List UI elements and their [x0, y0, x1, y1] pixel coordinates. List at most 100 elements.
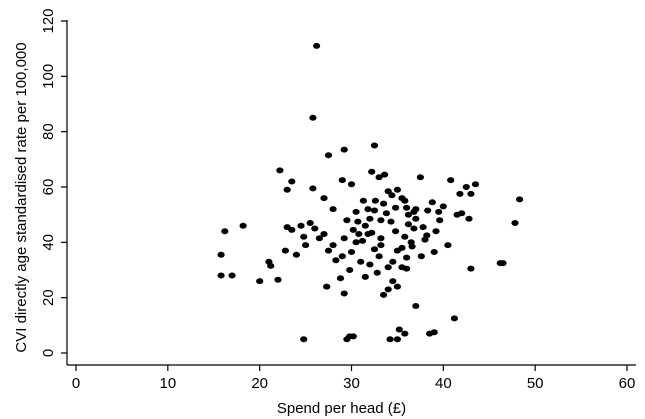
data-point — [499, 260, 507, 267]
data-point — [288, 178, 296, 185]
data-point — [387, 218, 395, 225]
data-point — [346, 267, 354, 273]
data-point — [453, 211, 461, 218]
data-point — [340, 146, 348, 153]
data-point — [416, 174, 424, 181]
data-point — [373, 269, 381, 276]
data-point — [439, 203, 447, 210]
x-tick-label: 20 — [251, 375, 268, 392]
data-point — [450, 315, 458, 322]
data-point — [393, 186, 401, 193]
data-point — [412, 303, 420, 309]
data-point — [401, 330, 409, 337]
y-axis-ticks: 0 20 40 60 80 100 120 — [40, 8, 67, 357]
data-point — [436, 217, 444, 224]
data-point — [239, 222, 247, 229]
data-point — [393, 283, 401, 290]
data-point — [403, 265, 411, 272]
data-point — [465, 215, 473, 222]
axes — [66, 20, 636, 366]
data-point — [281, 247, 289, 254]
data-point — [340, 290, 348, 297]
data-point — [311, 225, 319, 232]
data-point — [217, 251, 225, 258]
data-point — [276, 167, 284, 174]
data-point — [456, 190, 464, 197]
data-point — [386, 336, 394, 343]
data-point — [377, 235, 385, 242]
data-point — [361, 222, 369, 229]
data-point — [421, 236, 429, 243]
data-point — [320, 231, 328, 237]
data-point — [274, 276, 282, 283]
x-axis-title: Spend per head (£) — [277, 400, 406, 417]
data-point — [329, 206, 337, 213]
data-point — [267, 262, 275, 269]
data-point — [315, 235, 323, 242]
data-point — [343, 217, 351, 224]
data-point — [444, 242, 452, 249]
data-point — [313, 42, 321, 49]
data-point — [375, 253, 383, 260]
data-point — [392, 204, 400, 211]
data-point — [377, 217, 385, 224]
data-point — [381, 171, 389, 178]
x-tick-label: 50 — [527, 375, 544, 392]
data-point — [471, 181, 480, 188]
data-point — [424, 207, 432, 214]
y-tick-label: 60 — [40, 179, 57, 196]
data-point — [346, 333, 354, 340]
data-point — [430, 249, 438, 255]
data-point — [358, 237, 367, 244]
data-point — [417, 253, 425, 260]
data-point — [419, 224, 427, 231]
data-point — [389, 278, 397, 285]
data-point — [428, 199, 436, 206]
data-point — [359, 197, 367, 204]
x-tick-label: 0 — [72, 375, 80, 392]
y-tick-label: 0 — [40, 349, 57, 357]
data-point — [462, 184, 470, 190]
data-point — [395, 326, 403, 333]
data-point — [309, 114, 317, 121]
data-point — [355, 231, 363, 237]
y-tick-label: 100 — [40, 64, 57, 89]
data-point — [377, 242, 385, 249]
x-tick-label: 40 — [435, 375, 452, 392]
data-point — [320, 195, 328, 202]
data-point — [393, 336, 401, 343]
data-point — [382, 210, 390, 217]
data-point — [352, 208, 360, 215]
data-point — [228, 272, 236, 279]
data-point — [408, 243, 416, 250]
data-point — [292, 251, 300, 258]
data-point — [300, 336, 308, 343]
data-point — [283, 186, 291, 193]
data-point — [403, 204, 411, 211]
data-point — [380, 200, 388, 207]
data-point — [366, 215, 374, 222]
data-point — [354, 218, 362, 225]
data-point — [361, 273, 369, 280]
data-point — [412, 215, 420, 222]
data-point — [347, 249, 356, 255]
data-point — [384, 188, 392, 195]
data-point — [467, 190, 475, 197]
data-point — [447, 177, 455, 184]
data-point — [357, 258, 365, 265]
data-point — [380, 291, 388, 298]
data-point — [221, 228, 229, 235]
data-point — [398, 244, 406, 251]
data-point — [338, 177, 346, 184]
data-point — [347, 181, 356, 188]
data-point — [340, 235, 348, 242]
data-point — [352, 239, 360, 246]
data-point — [349, 226, 357, 233]
data-points — [217, 42, 524, 343]
data-point — [217, 272, 225, 279]
data-point — [401, 197, 409, 204]
data-point — [403, 254, 411, 261]
data-point — [435, 208, 443, 215]
data-point — [338, 253, 346, 260]
